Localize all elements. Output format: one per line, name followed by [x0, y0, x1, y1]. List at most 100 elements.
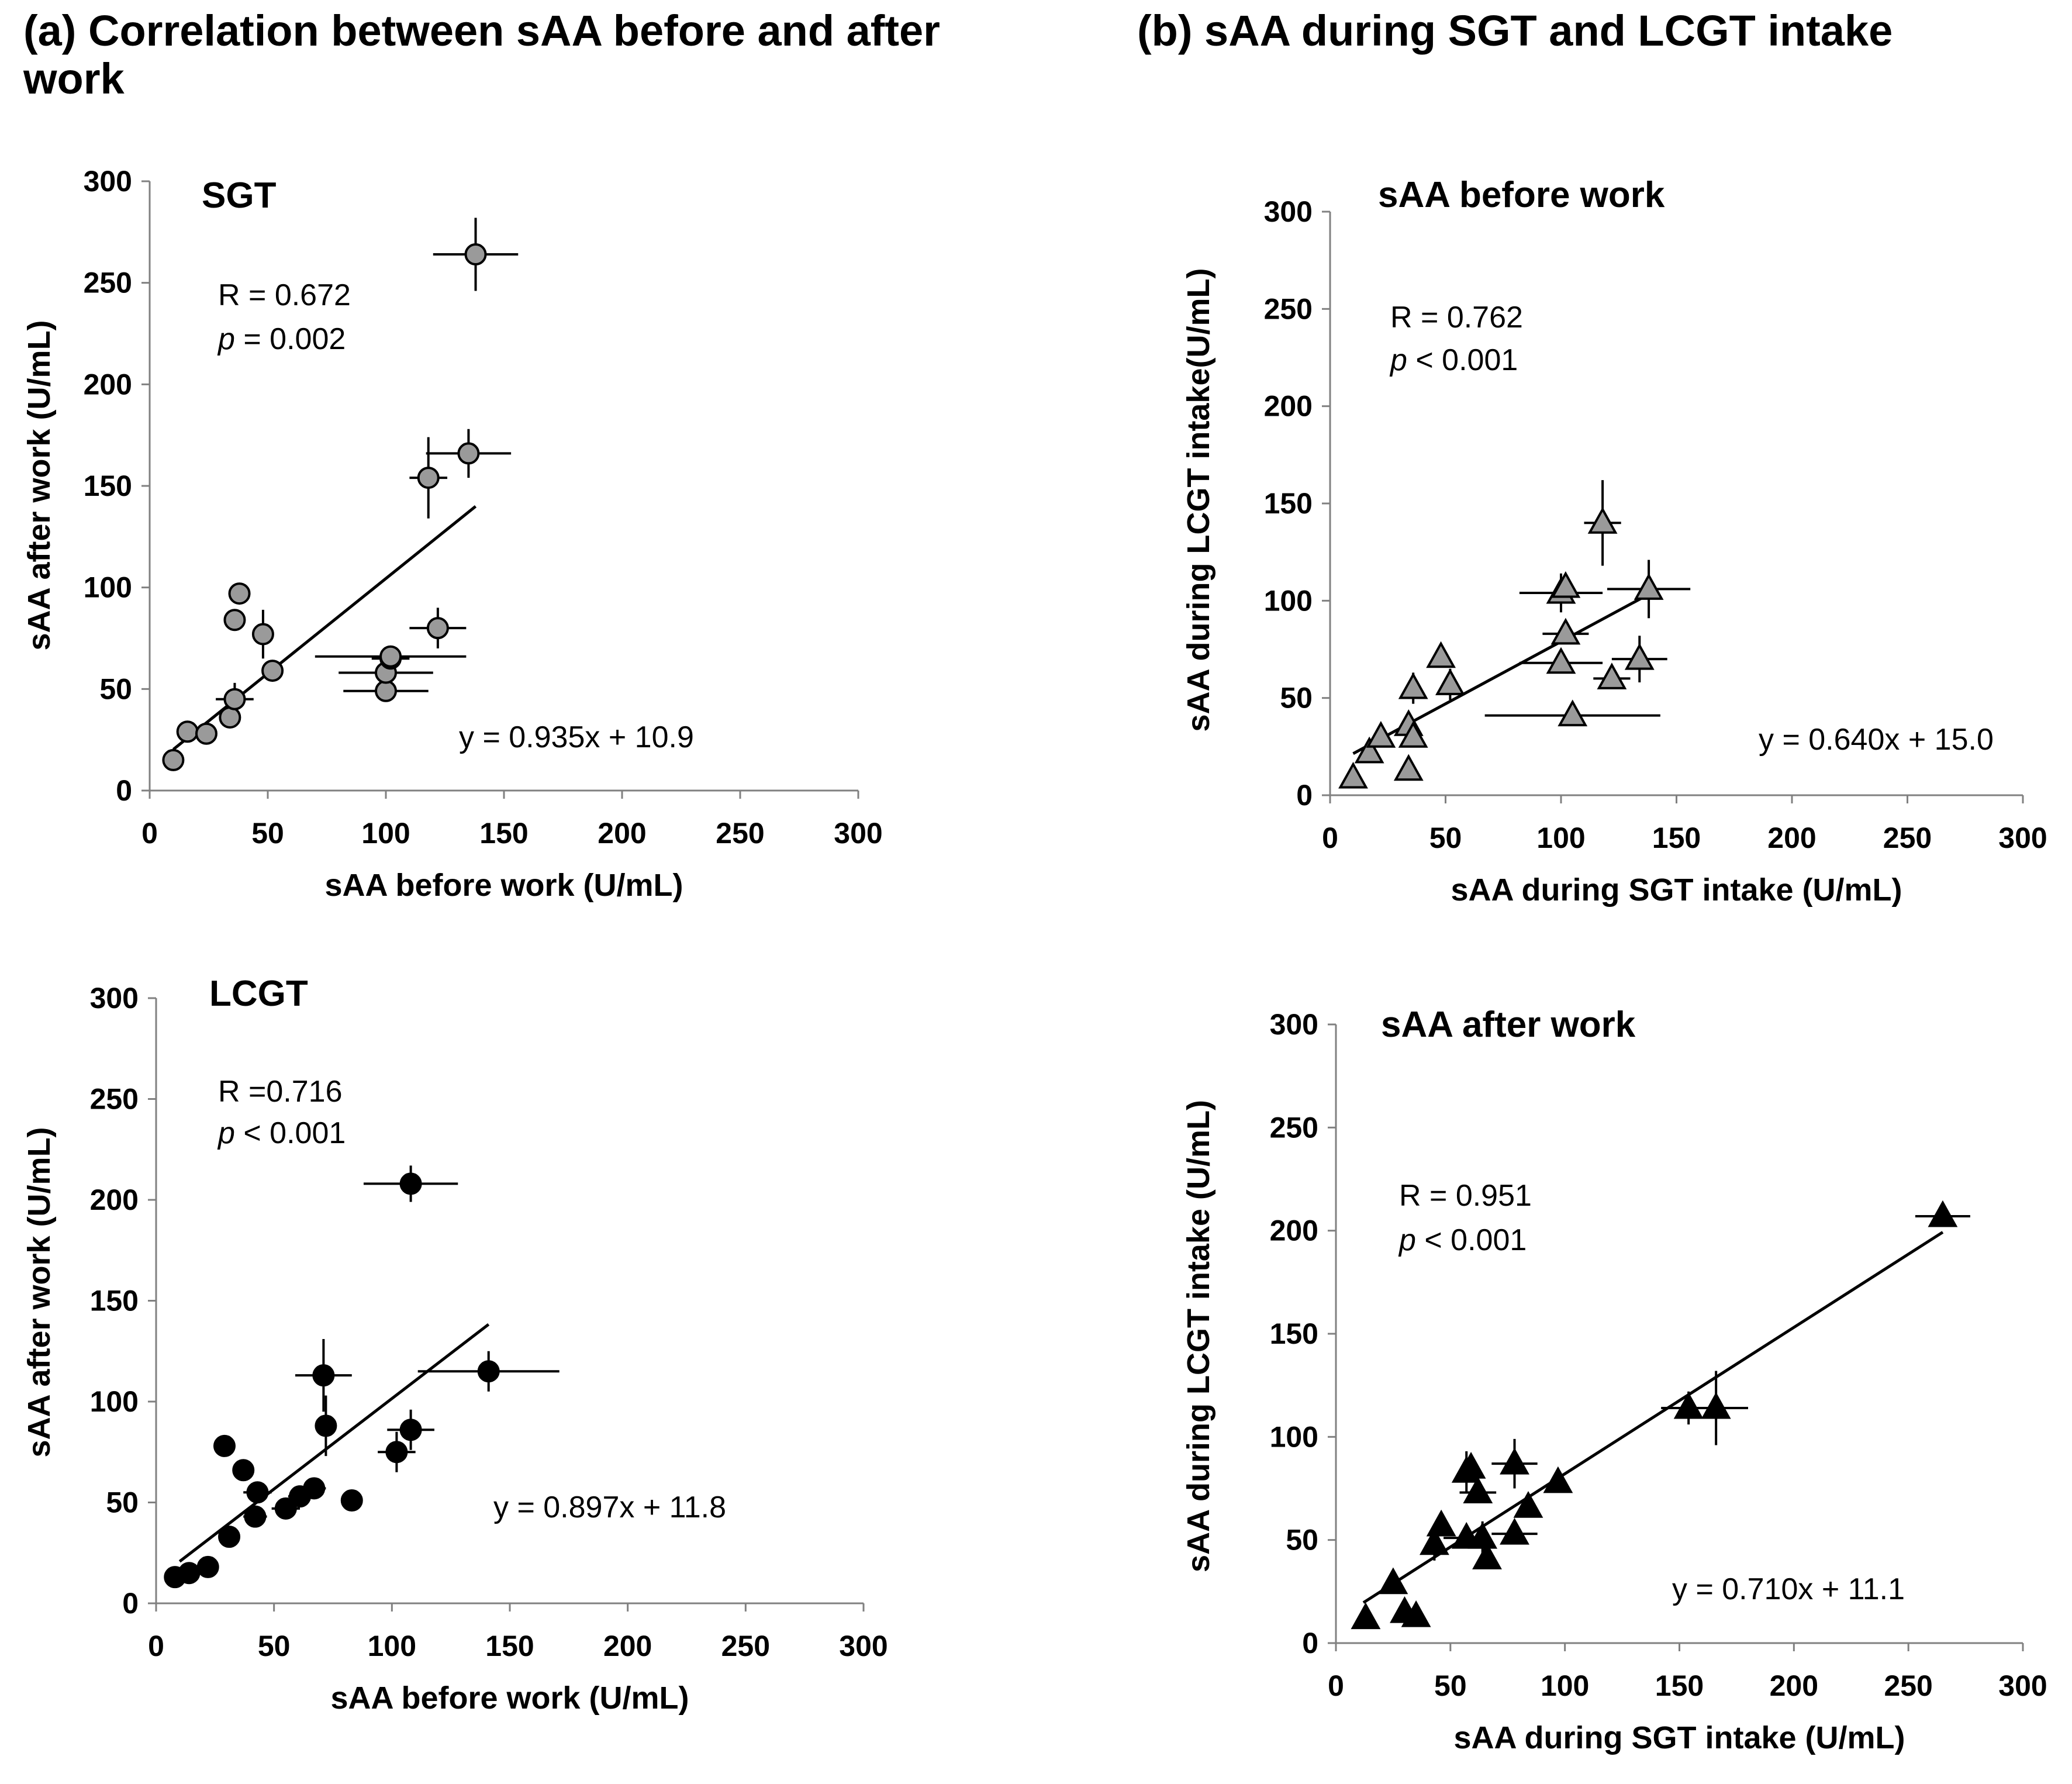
y-tick-label: 50	[1286, 1524, 1318, 1557]
data-point	[219, 706, 241, 729]
y-tick-label: 200	[84, 368, 132, 401]
data-point	[218, 1526, 241, 1548]
chart-subtitle: SGT	[202, 175, 277, 216]
chart-subtitle: sAA after work	[1381, 1005, 1636, 1045]
data-point	[1426, 641, 1456, 668]
p-symbol: p	[217, 1116, 235, 1150]
x-tick-label: 200	[603, 1630, 652, 1662]
x-axis-title: sAA before work (U/mL)	[324, 868, 683, 903]
x-tick-label: 200	[1770, 1669, 1818, 1702]
data-point	[1928, 1200, 1958, 1227]
y-tick-label: 100	[1264, 584, 1313, 617]
chart-subtitle: sAA before work	[1378, 175, 1665, 215]
x-axis-title: sAA during SGT intake (U/mL)	[1453, 1720, 1905, 1755]
data-point	[196, 1555, 219, 1578]
regression-equation: y = 0.710x + 11.1	[1672, 1572, 1905, 1606]
y-tick-label: 250	[1270, 1111, 1318, 1144]
x-tick-label: 250	[1884, 1669, 1932, 1702]
data-point	[1472, 1543, 1502, 1569]
r-value-label: R = 0.762	[1390, 301, 1523, 334]
data-point	[195, 722, 217, 745]
regression-equation: y = 0.897x + 11.8	[493, 1490, 726, 1524]
chart-lcgt: 0 50 100 150 200 250 300 0 50 100 150 200 250 300 sAA …	[22, 974, 888, 1716]
panel-a-title: (a) Correlation between sAA before and a…	[23, 6, 940, 103]
x-tick-label: 150	[1652, 822, 1701, 854]
regression-equation: y = 0.640x + 15.0	[1759, 723, 1994, 757]
data-point	[303, 1477, 326, 1500]
y-axis-title: sAA after work (U/mL)	[22, 320, 57, 650]
regression-line	[1362, 1231, 1944, 1604]
y-tick-label: 150	[90, 1285, 139, 1317]
r-value-label: R = 0.672	[218, 278, 351, 312]
y-tick-label: 300	[1270, 1008, 1318, 1041]
x-tick-label: 100	[368, 1630, 416, 1662]
data-point	[1463, 1476, 1493, 1504]
x-axis-title: sAA before work (U/mL)	[330, 1681, 689, 1716]
p-value-text: < 0.001	[1416, 1223, 1527, 1257]
y-tick-label: 250	[90, 1083, 139, 1116]
x-tick-label: 0	[1328, 1669, 1344, 1702]
data-point	[1543, 1466, 1573, 1493]
data-point	[340, 1489, 363, 1512]
data-point	[162, 748, 185, 771]
data-point	[1558, 699, 1588, 727]
data-point	[1467, 1521, 1498, 1549]
x-tick-label: 50	[1434, 1669, 1467, 1702]
y-tick-label: 150	[84, 470, 132, 502]
regression-equation: y = 0.935x + 10.9	[459, 720, 694, 754]
chart-sgt: 0 50 100 150 200 250 300 0 50 100 150 200 250 300 sAA …	[22, 165, 883, 903]
x-tick-label: 300	[1998, 822, 2047, 854]
x-axis-title: sAA during SGT intake (U/mL)	[1451, 872, 1902, 907]
x-tick-label: 300	[1998, 1669, 2047, 1702]
y-tick-label: 0	[116, 774, 132, 807]
data-point	[385, 1441, 408, 1464]
y-tick-label: 150	[1264, 487, 1313, 520]
x-tick-label: 150	[479, 817, 528, 850]
x-tick-label: 200	[1767, 822, 1816, 854]
y-tick-label: 100	[1270, 1420, 1318, 1453]
y-tick-label: 50	[1280, 682, 1313, 715]
x-tick-label: 200	[598, 817, 646, 850]
data-point	[315, 1414, 337, 1437]
y-tick-label: 150	[1270, 1317, 1318, 1350]
data-point	[213, 1434, 236, 1457]
data-point	[1500, 1517, 1529, 1545]
data-point	[1701, 1392, 1731, 1419]
data-point	[1673, 1392, 1704, 1419]
data-point	[251, 623, 274, 646]
data-point	[399, 1172, 422, 1195]
data-point	[375, 679, 397, 702]
chart-before: 0 50 100 150 200 250 300 0 50 100 150 200 250 300 sAA …	[1181, 175, 2047, 907]
x-tick-label: 50	[258, 1630, 291, 1662]
data-point	[1378, 1567, 1408, 1595]
x-tick-label: 150	[1655, 1669, 1704, 1702]
y-tick-label: 300	[1264, 195, 1313, 228]
r-value-label: R =0.716	[218, 1075, 343, 1109]
data-point	[1597, 662, 1627, 689]
x-tick-label: 0	[141, 817, 158, 850]
p-value-label: p = 0.002	[217, 322, 346, 356]
y-tick-label: 250	[84, 267, 132, 299]
p-symbol: p	[1398, 1223, 1416, 1257]
data-point	[1401, 1600, 1431, 1627]
data-point	[1634, 573, 1664, 600]
data-point	[176, 720, 199, 743]
data-point	[261, 660, 284, 682]
x-tick-label: 300	[834, 817, 882, 850]
x-tick-label: 100	[1541, 1669, 1589, 1702]
x-tick-label: 0	[1322, 822, 1338, 854]
p-value-text: < 0.001	[1407, 343, 1518, 377]
data-point	[244, 1505, 267, 1528]
data-point	[1398, 720, 1428, 748]
x-tick-label: 50	[1429, 822, 1462, 854]
p-value-text: = 0.002	[235, 322, 346, 356]
data-point	[274, 1497, 297, 1520]
regression-line	[178, 1323, 490, 1563]
r-value-label: R = 0.951	[1399, 1179, 1532, 1213]
data-point	[1550, 571, 1581, 598]
chart-subtitle: LCGT	[209, 974, 308, 1014]
y-tick-label: 50	[106, 1486, 139, 1519]
y-tick-label: 300	[90, 982, 139, 1015]
data-point	[1550, 617, 1581, 645]
